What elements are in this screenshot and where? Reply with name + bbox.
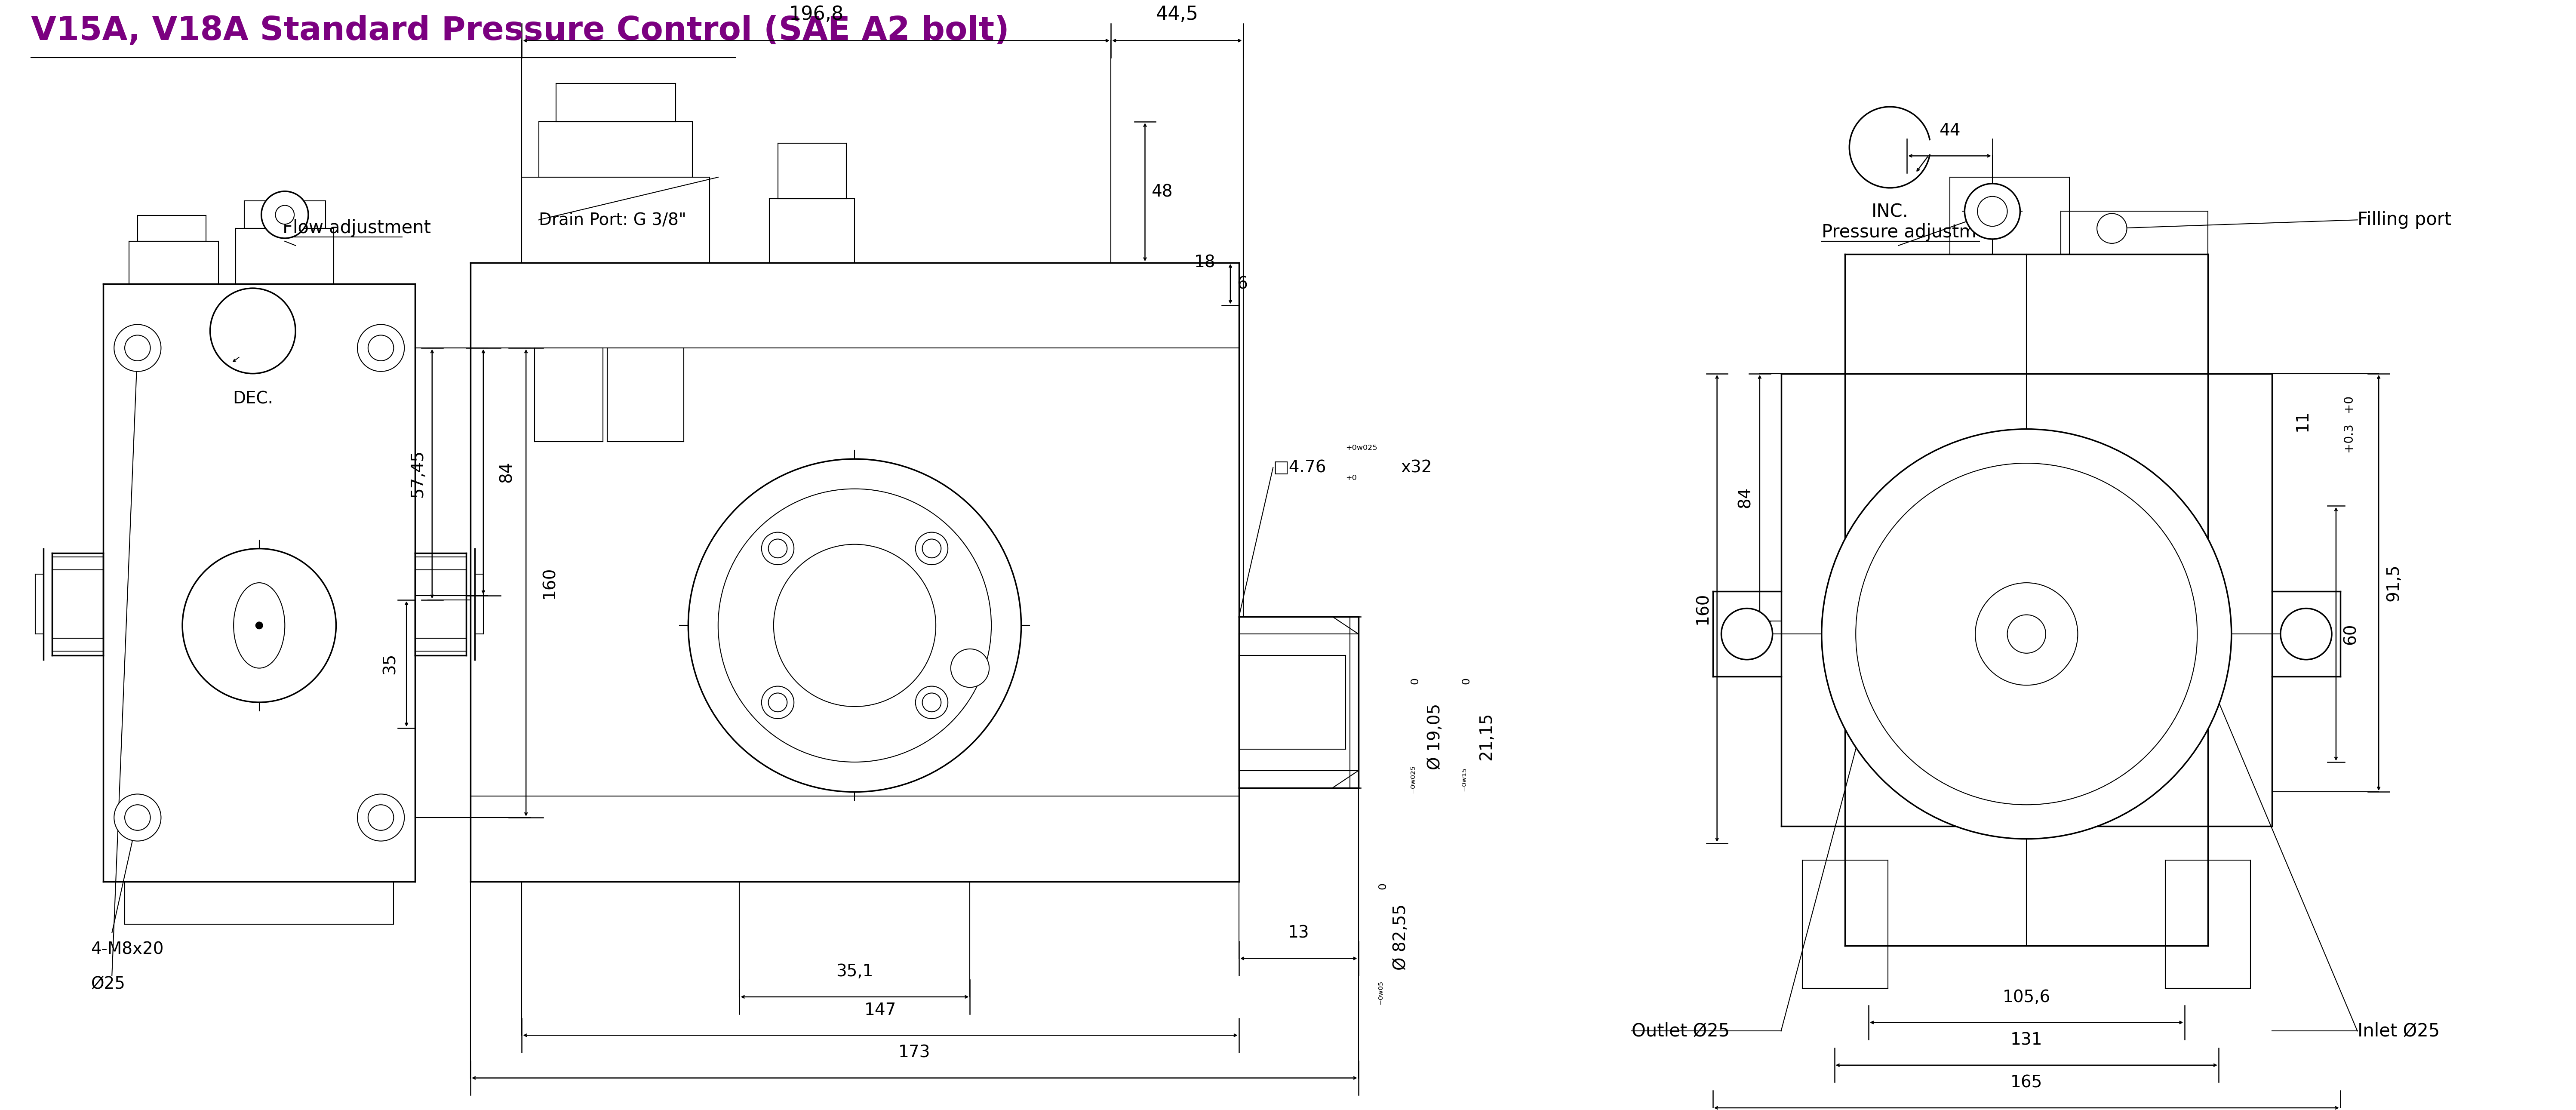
Text: 6: 6 bbox=[1236, 275, 1247, 292]
Circle shape bbox=[951, 649, 989, 687]
Text: Flow adjustment: Flow adjustment bbox=[283, 219, 430, 236]
Text: 131: 131 bbox=[2009, 1031, 2043, 1048]
Circle shape bbox=[1855, 463, 2197, 805]
Circle shape bbox=[183, 548, 335, 703]
Text: 91,5: 91,5 bbox=[2385, 564, 2401, 602]
Circle shape bbox=[914, 686, 948, 718]
Circle shape bbox=[368, 335, 394, 361]
Text: V15A, V18A Standard Pressure Control (SAE A2 bolt): V15A, V18A Standard Pressure Control (SA… bbox=[31, 14, 1010, 47]
Text: 84: 84 bbox=[1736, 487, 1754, 508]
Text: Ø 82,55: Ø 82,55 bbox=[1394, 904, 1409, 970]
Circle shape bbox=[1721, 608, 1772, 659]
Text: Pressure adjustment: Pressure adjustment bbox=[1821, 223, 2007, 241]
Text: x32: x32 bbox=[1401, 460, 1432, 476]
Text: ⁻⁰ʷ⁰⁵: ⁻⁰ʷ⁰⁵ bbox=[1378, 980, 1388, 1005]
Text: Ø25: Ø25 bbox=[90, 976, 124, 992]
Text: DEC.: DEC. bbox=[232, 391, 273, 407]
Text: +0.3: +0.3 bbox=[2342, 423, 2354, 452]
Text: Drain Port: G 3/8": Drain Port: G 3/8" bbox=[538, 212, 685, 228]
Circle shape bbox=[922, 693, 940, 712]
Circle shape bbox=[113, 324, 162, 372]
Circle shape bbox=[719, 488, 992, 763]
Text: 4-M8x20: 4-M8x20 bbox=[90, 941, 162, 958]
Text: 44: 44 bbox=[1940, 122, 1960, 139]
Circle shape bbox=[762, 686, 793, 718]
Ellipse shape bbox=[234, 583, 286, 668]
Text: 0: 0 bbox=[1378, 882, 1388, 889]
Circle shape bbox=[2007, 615, 2045, 653]
Text: 196,8: 196,8 bbox=[788, 6, 845, 23]
Text: ⁻⁰ʷ¹⁵: ⁻⁰ʷ¹⁵ bbox=[1461, 767, 1471, 791]
Circle shape bbox=[211, 289, 296, 374]
Text: 48: 48 bbox=[1151, 184, 1172, 200]
Text: 165: 165 bbox=[2009, 1074, 2043, 1091]
Text: 105,6: 105,6 bbox=[2002, 989, 2050, 1006]
Circle shape bbox=[124, 805, 149, 830]
Text: Outlet Ø25: Outlet Ø25 bbox=[1631, 1022, 1728, 1040]
Text: Inlet Ø25: Inlet Ø25 bbox=[2357, 1022, 2439, 1040]
Circle shape bbox=[1821, 430, 2231, 839]
Text: INC.: INC. bbox=[1870, 203, 1909, 221]
Text: 13: 13 bbox=[1288, 925, 1309, 941]
Text: 84: 84 bbox=[497, 461, 515, 483]
Text: 0: 0 bbox=[1461, 677, 1471, 685]
Circle shape bbox=[113, 794, 162, 841]
Circle shape bbox=[768, 693, 788, 712]
Circle shape bbox=[762, 533, 793, 565]
Text: +0: +0 bbox=[2342, 395, 2354, 412]
Text: 160: 160 bbox=[1695, 593, 1710, 625]
Circle shape bbox=[2280, 608, 2331, 659]
Circle shape bbox=[914, 533, 948, 565]
Circle shape bbox=[768, 539, 788, 558]
Text: 147: 147 bbox=[866, 1002, 896, 1018]
Text: 173: 173 bbox=[899, 1045, 930, 1061]
Circle shape bbox=[1978, 196, 2007, 226]
Text: ⁺⁰: ⁺⁰ bbox=[1345, 474, 1358, 486]
Circle shape bbox=[124, 335, 149, 361]
Circle shape bbox=[688, 458, 1020, 791]
Text: 160: 160 bbox=[541, 567, 556, 598]
Text: 35: 35 bbox=[381, 654, 397, 675]
Text: ⁻⁰ʷ⁰²⁵: ⁻⁰ʷ⁰²⁵ bbox=[1409, 765, 1419, 794]
Text: ⁺⁰ʷ⁰²⁵: ⁺⁰ʷ⁰²⁵ bbox=[1345, 444, 1378, 456]
Circle shape bbox=[255, 622, 263, 629]
Circle shape bbox=[2097, 213, 2128, 243]
Text: 0: 0 bbox=[1409, 677, 1419, 685]
Text: Ø 19,05: Ø 19,05 bbox=[1427, 704, 1443, 769]
Circle shape bbox=[773, 544, 935, 707]
Text: 11: 11 bbox=[2295, 410, 2311, 431]
Text: 35,1: 35,1 bbox=[837, 963, 873, 980]
Text: 18: 18 bbox=[1195, 254, 1216, 271]
Text: 57,45: 57,45 bbox=[410, 450, 425, 497]
Circle shape bbox=[276, 205, 294, 224]
Circle shape bbox=[368, 805, 394, 830]
Circle shape bbox=[358, 324, 404, 372]
Text: 44,5: 44,5 bbox=[1157, 6, 1198, 23]
Text: 60: 60 bbox=[2342, 624, 2360, 645]
Circle shape bbox=[1965, 183, 2020, 239]
Text: 21,15: 21,15 bbox=[1479, 713, 1494, 760]
Text: □4.76: □4.76 bbox=[1273, 460, 1327, 476]
Circle shape bbox=[1976, 583, 2079, 685]
Circle shape bbox=[922, 539, 940, 558]
Text: Filling port: Filling port bbox=[2357, 211, 2452, 229]
Circle shape bbox=[260, 191, 309, 239]
Circle shape bbox=[358, 794, 404, 841]
